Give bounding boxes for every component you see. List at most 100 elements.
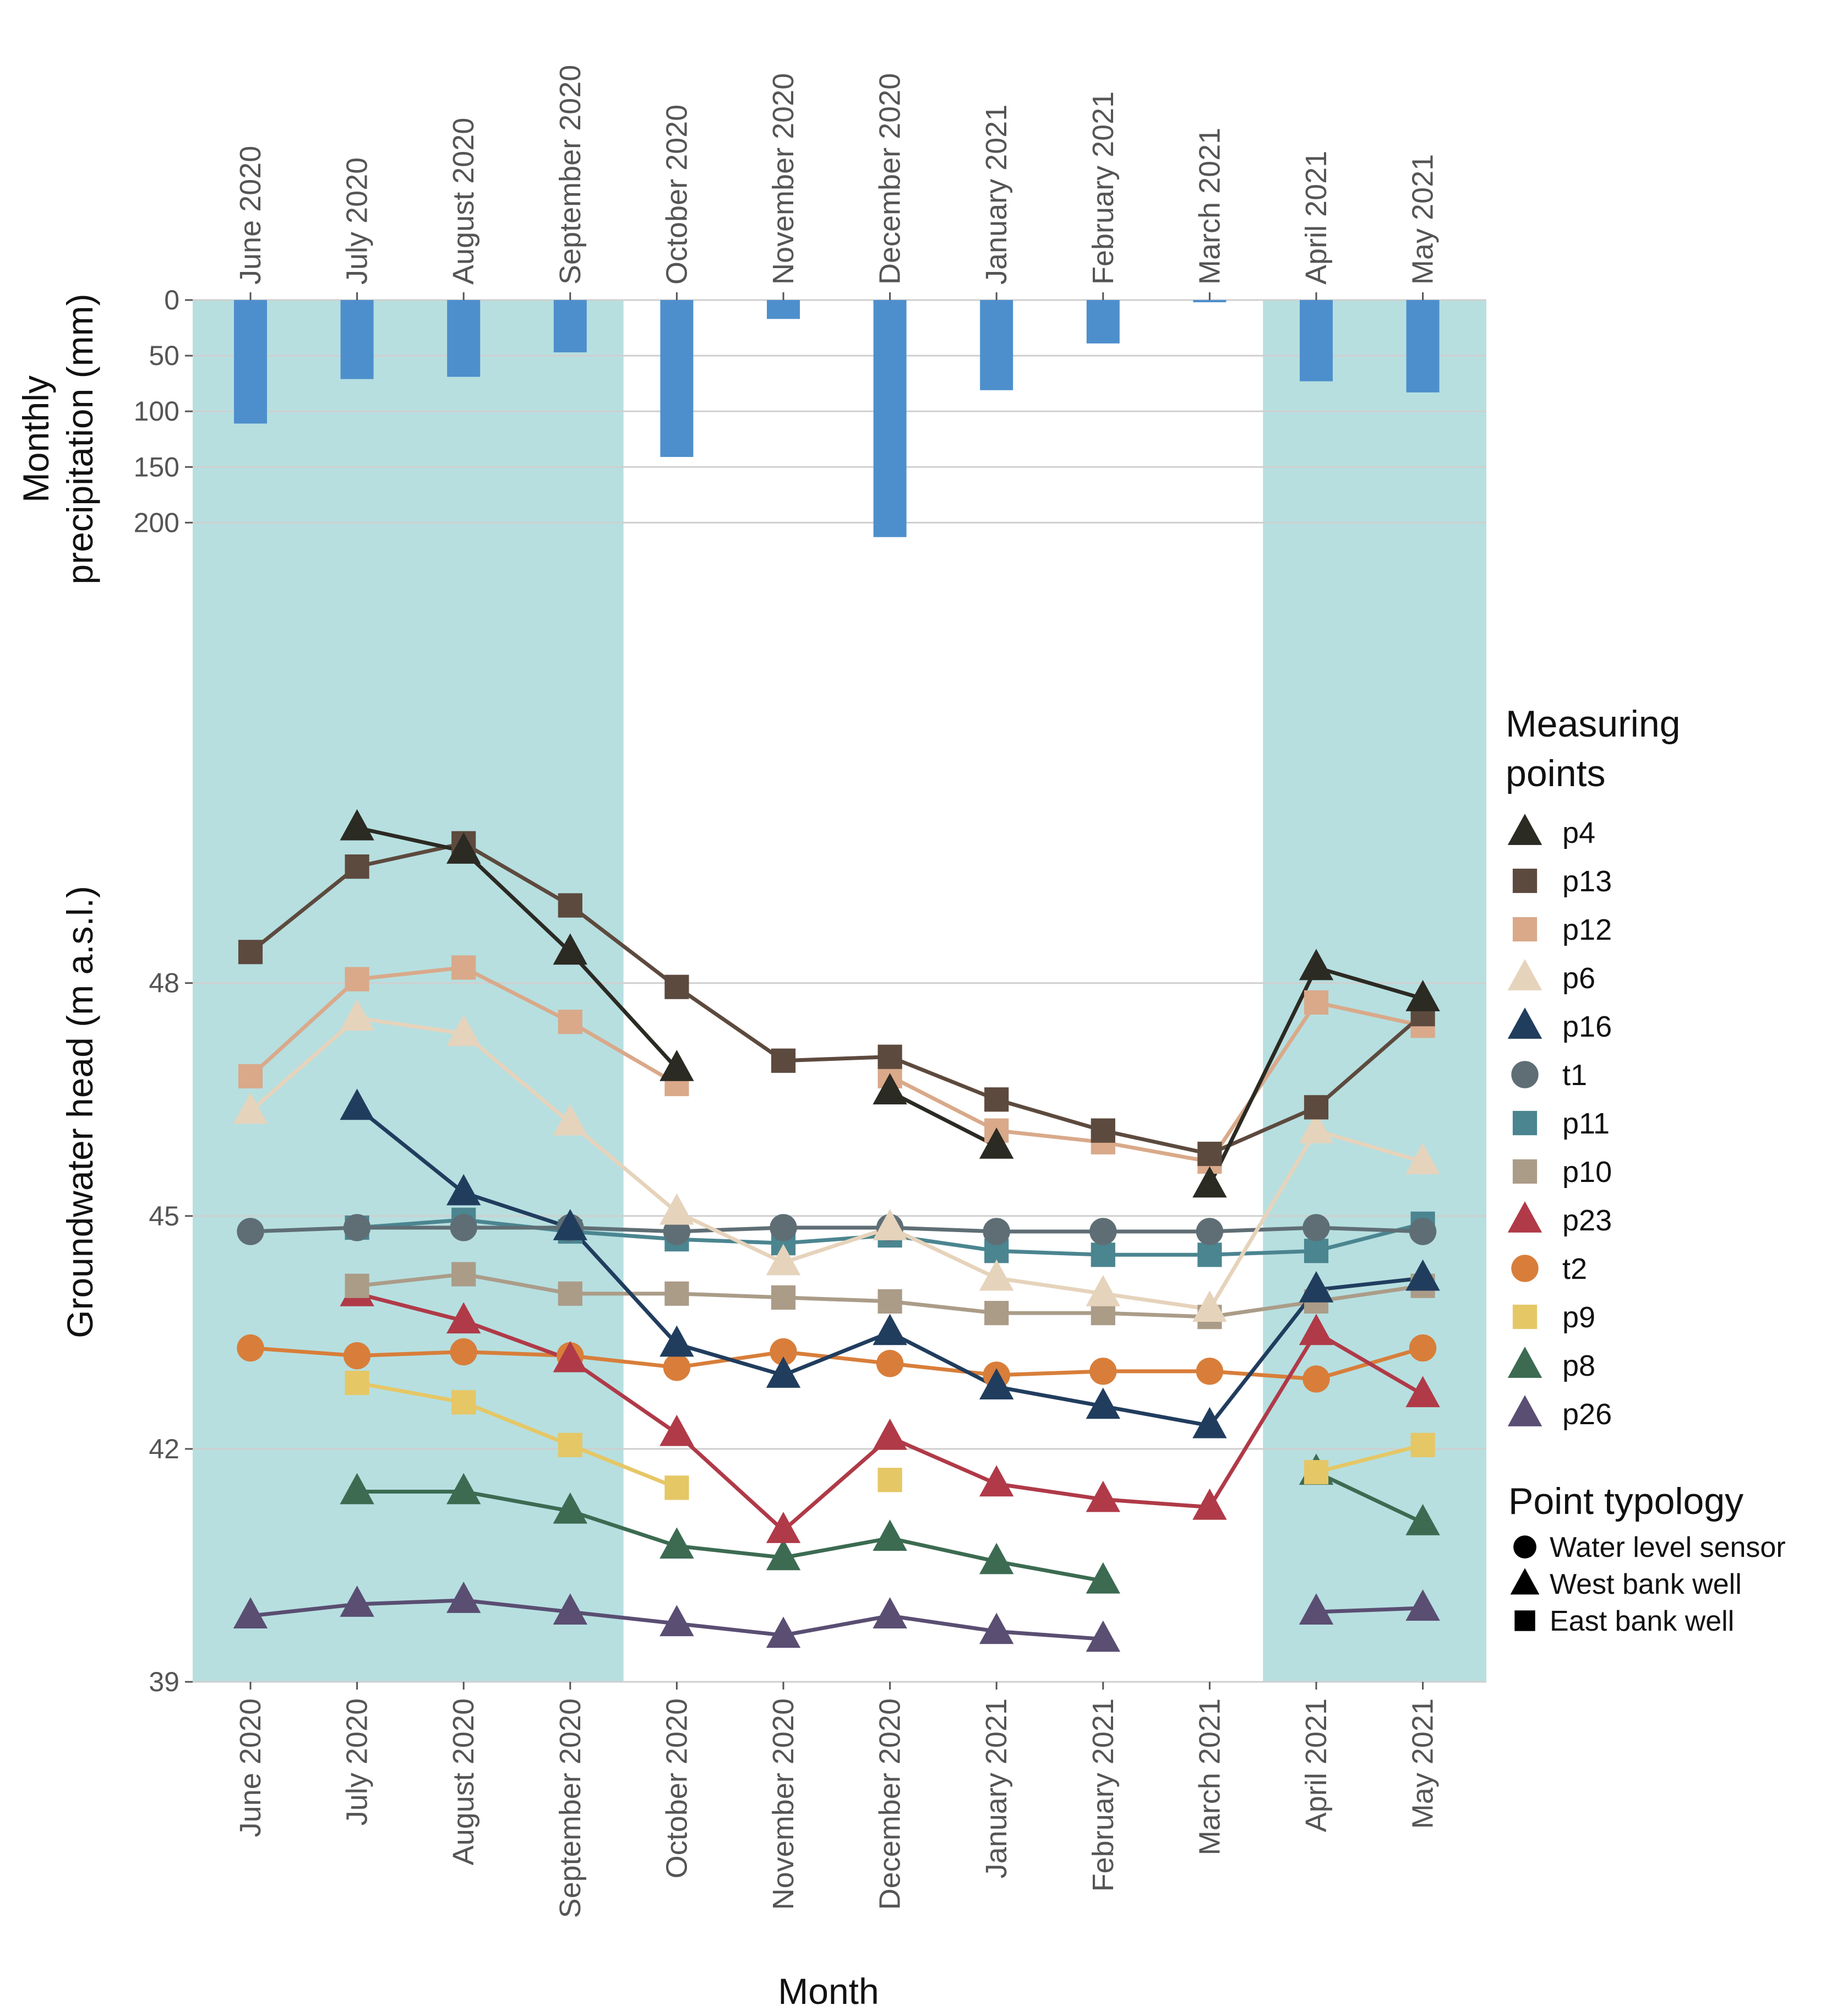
data-point-p16 — [659, 1325, 694, 1357]
data-point-p6 — [1086, 1274, 1120, 1306]
gw-x-tick-label: May 2021 — [1407, 1698, 1440, 1829]
gw-y-tick-label: 42 — [149, 1434, 179, 1464]
legend-label-p11: p11 — [1562, 1107, 1610, 1140]
data-point-p26 — [446, 1582, 481, 1613]
gw-x-tick-label: January 2021 — [980, 1698, 1013, 1878]
gw-series-lines — [248, 826, 1425, 1641]
gw-series-markers — [233, 809, 1440, 1652]
legend-label-p23: p23 — [1562, 1204, 1612, 1237]
data-point-p12 — [1304, 990, 1329, 1015]
data-point-t1 — [450, 1214, 477, 1241]
data-point-p13 — [558, 893, 582, 918]
data-point-p6 — [1299, 1111, 1334, 1143]
data-point-p8 — [446, 1473, 481, 1505]
data-point-t2 — [343, 1342, 371, 1370]
legend-key-p8 — [1507, 1347, 1542, 1378]
data-point-p10 — [345, 1273, 369, 1298]
precip-x-tick-label: January 2021 — [980, 105, 1013, 285]
data-point-p4 — [979, 1127, 1014, 1159]
precip-x-tick-label: July 2020 — [341, 157, 374, 285]
legend-label-p4: p4 — [1562, 816, 1595, 849]
data-point-p9 — [1304, 1460, 1329, 1485]
data-point-p26 — [1299, 1593, 1334, 1625]
data-point-p23 — [659, 1414, 694, 1446]
data-point-p23 — [873, 1418, 907, 1450]
legend-key-p10 — [1512, 1159, 1538, 1184]
data-point-t1 — [343, 1214, 371, 1241]
data-point-p23 — [1086, 1480, 1120, 1512]
legend-label-p12: p12 — [1562, 913, 1612, 946]
precip-bar — [873, 300, 907, 537]
data-point-p23 — [1299, 1314, 1334, 1345]
data-point-p9 — [877, 1468, 902, 1492]
legend-label-p9: p9 — [1562, 1301, 1595, 1334]
data-point-p6 — [979, 1259, 1014, 1291]
data-point-p8 — [979, 1543, 1014, 1574]
data-point-p26 — [553, 1593, 587, 1625]
data-point-t1 — [1089, 1218, 1117, 1245]
legend-title-line1: Measuring — [1506, 703, 1681, 745]
data-point-p9 — [664, 1475, 689, 1500]
data-point-p26 — [979, 1612, 1014, 1644]
legend-key-p6 — [1507, 959, 1542, 990]
data-point-p13 — [664, 974, 689, 999]
legend-typology-label: West bank well — [1550, 1568, 1742, 1600]
data-point-p26 — [1405, 1589, 1440, 1621]
series-line-p6 — [248, 1016, 1425, 1311]
data-point-t1 — [237, 1218, 264, 1245]
data-point-p11 — [1091, 1243, 1115, 1267]
data-point-p10 — [771, 1285, 796, 1310]
data-point-p12 — [345, 967, 369, 991]
data-point-p10 — [984, 1300, 1009, 1326]
data-point-p6 — [233, 1092, 268, 1124]
precip-x-tick-label: September 2020 — [554, 65, 587, 285]
data-point-p6 — [1192, 1290, 1227, 1322]
gw-x-tick-label: October 2020 — [660, 1698, 693, 1878]
precip-x-tick-label: October 2020 — [660, 105, 693, 285]
data-point-p9 — [451, 1390, 476, 1415]
gw-y-tick-label: 48 — [149, 968, 179, 999]
precip-bar — [553, 300, 587, 353]
series-line-p8 — [355, 1489, 1105, 1583]
data-point-t2 — [1409, 1334, 1437, 1362]
legend-title-line2: points — [1506, 753, 1605, 794]
data-point-p16 — [1192, 1407, 1227, 1439]
series-line-p8 — [1314, 1470, 1425, 1525]
data-point-p26 — [659, 1605, 694, 1637]
data-point-p6 — [553, 1104, 587, 1136]
precip-x-tick-label: June 2020 — [234, 146, 267, 285]
data-point-p23 — [979, 1465, 1014, 1497]
data-point-p4 — [340, 809, 374, 841]
series-line-p9 — [355, 1381, 679, 1490]
data-point-p10 — [877, 1289, 902, 1314]
data-point-p26 — [873, 1597, 907, 1629]
data-point-p10 — [451, 1262, 476, 1287]
precip-bar — [234, 300, 267, 424]
gw-x-tick-label: June 2020 — [234, 1698, 267, 1837]
data-point-p8 — [553, 1492, 587, 1524]
data-point-t2 — [1302, 1365, 1330, 1393]
data-point-p12 — [238, 1064, 263, 1089]
data-point-p4 — [1299, 949, 1334, 980]
series-line-p4 — [888, 1089, 999, 1148]
series-line-p26 — [1314, 1606, 1425, 1614]
precip-bar — [767, 300, 800, 319]
data-point-p23 — [1192, 1488, 1227, 1520]
data-point-p16 — [1299, 1271, 1334, 1303]
data-point-p4 — [659, 1049, 694, 1081]
groundwater-panel: 39 42 45 48 June 2020 July 2020 August 2020 Sep… — [59, 556, 1486, 2012]
gw-x-tick-label: July 2020 — [341, 1698, 374, 1826]
gw-shaded-period — [1263, 556, 1486, 1682]
data-point-p13 — [771, 1048, 796, 1073]
precip-x-tick-label: December 2020 — [874, 73, 907, 285]
data-point-p13 — [1091, 1118, 1115, 1143]
data-point-t2 — [1089, 1358, 1117, 1385]
precip-y-tick-label: 50 — [149, 340, 179, 371]
data-point-t1 — [1196, 1218, 1224, 1245]
data-point-p16 — [766, 1356, 801, 1388]
legend: Measuring points p4 p13 p12 p6 p16 t1 p11 p10 p23 t… — [1506, 703, 1786, 1637]
data-point-p26 — [340, 1585, 374, 1617]
data-point-t2 — [237, 1334, 264, 1362]
data-point-p6 — [446, 1015, 481, 1047]
data-point-p8 — [659, 1527, 694, 1559]
